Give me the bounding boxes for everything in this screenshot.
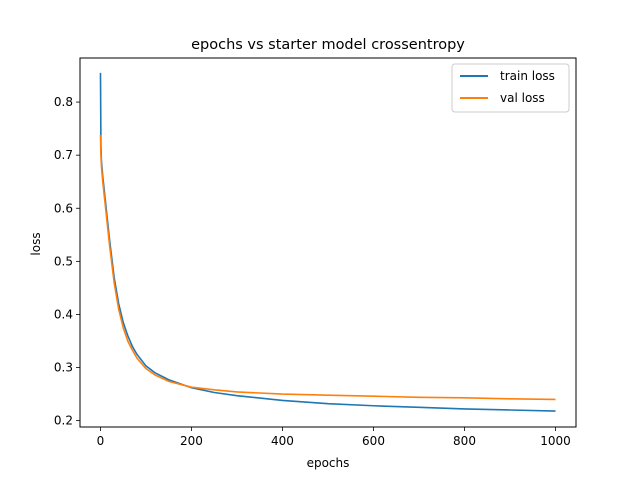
y-axis-label: loss	[29, 232, 43, 255]
y-tick-label: 0.2	[54, 414, 73, 428]
legend-label-val-loss: val loss	[500, 91, 545, 105]
plot-area	[99, 72, 556, 412]
y-tick-label: 0.8	[54, 95, 73, 109]
plot-frame	[79, 57, 577, 428]
x-tick-label: 1000	[540, 434, 571, 448]
y-axis: 0.2 0.3 0.4 0.5 0.6 0.7 0.8	[54, 95, 80, 428]
chart-title: epochs vs starter model crossentropy	[191, 37, 465, 53]
x-axis: 0 200 400 600 800 1000	[97, 427, 571, 448]
x-tick-label: 800	[453, 434, 476, 448]
x-tick-label: 200	[180, 434, 203, 448]
x-tick-label: 600	[362, 434, 385, 448]
series-line-val-loss	[99, 134, 556, 401]
y-tick-label: 0.3	[54, 361, 73, 375]
x-axis-label: epochs	[307, 456, 350, 470]
y-tick-label: 0.5	[54, 254, 73, 268]
x-tick-label: 0	[97, 434, 105, 448]
y-tick-label: 0.6	[54, 201, 73, 215]
legend-label-train-loss: train loss	[500, 69, 555, 83]
x-tick-label: 400	[271, 434, 294, 448]
legend: train loss val loss	[451, 63, 570, 113]
y-tick-label: 0.4	[54, 307, 73, 321]
y-tick-label: 0.7	[54, 148, 73, 162]
